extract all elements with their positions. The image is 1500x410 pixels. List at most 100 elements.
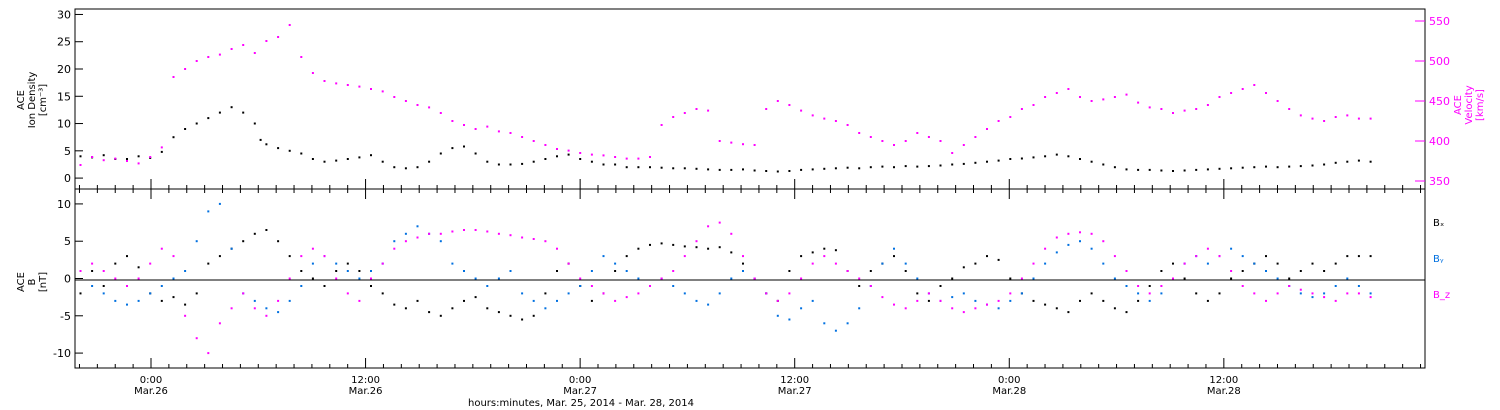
bz-series-point [277,299,280,302]
by-series-point [916,277,919,280]
x-tick-date: Mar.26 [134,386,168,397]
by-series-point [277,311,280,314]
ion-density-series-point [707,168,710,171]
bz-series-point [1276,292,1279,295]
velocity-series-point [393,96,396,98]
bx-series-point [695,246,698,249]
velocity-series-point [672,116,675,118]
bx-series-point [1230,277,1233,280]
bz-series-point [997,299,1000,302]
bx-series-point [265,229,268,231]
ion-density-series-point [904,165,907,168]
bx-series-point [1090,292,1093,295]
bz-series-point [962,311,965,314]
by-series-point [672,285,675,287]
by-series-point [370,270,372,272]
velocity-series-point [1311,117,1314,120]
bx-series-point [137,266,140,269]
bz-series-point [1241,285,1244,287]
y-tick-label-right: 350 [1429,175,1450,188]
velocity-series-point [265,40,268,42]
velocity-series-point [91,156,94,158]
velocity-series-point [1334,116,1337,118]
bz-series-point [579,277,582,280]
bx-series-point [707,247,710,250]
by-series-point [904,262,907,265]
ion-density-series-point [1230,167,1233,170]
velocity-series-point [300,56,303,58]
ion-density-series-point [474,152,477,155]
ion-density-series-point [1218,167,1221,170]
x-tick-date: Mar.26 [349,386,383,397]
by-series-point [556,299,558,302]
bz-series-point [834,262,837,265]
ion-density-series-point [695,167,698,170]
bz-series-point [1148,292,1151,295]
bottom-ylabel-line2: B [27,278,38,285]
ion-density-series-point [1020,157,1023,160]
bz-series-point [637,292,640,295]
bz-series-point [660,277,663,280]
by-series-point [637,277,640,280]
bx-series-point [997,258,1000,261]
bz-series-point [1253,292,1256,295]
bx-series-point [1102,299,1105,302]
bz-series-point [242,292,245,295]
by-series-point [91,285,94,287]
ion-density-series-point [637,166,640,169]
bx-series-point [823,247,826,250]
bx-series-point [346,262,349,265]
by-series-point [823,322,826,325]
velocity-series-point [579,152,582,154]
bz-series-point [521,236,524,239]
ion-density-series-point [451,147,454,150]
bz-series-point [1079,231,1081,234]
velocity-series-point [126,160,128,162]
ion-density-series-point [916,165,919,168]
bz-series-point [1009,292,1012,295]
top-left-y-axis: 0 5 10 15 20 25 30 [57,8,83,185]
bx-series-point [463,299,465,302]
bz-series-point [869,285,872,287]
bz-series-point [1299,288,1302,291]
velocity-series-point [497,130,500,133]
by-series-point [160,285,163,287]
bx-series-point [1369,255,1372,258]
by-series-point [544,307,547,310]
ion-density-series-point [126,158,128,160]
by-series-point [1276,277,1279,280]
velocity-series-point [451,120,454,122]
velocity-series-point [858,132,861,134]
x-tick-date: Mar.28 [1207,386,1241,397]
ion-density-series-point [939,164,942,167]
bz-series-point [1357,292,1360,295]
velocity-series-point [207,56,210,58]
top-left-ylabel-line2: Ion Density [27,72,38,129]
bx-series-point [986,255,988,258]
ion-density-series-point [881,165,884,168]
ion-density-series-point [1148,168,1151,171]
bx-series-point [1183,277,1186,280]
by-series-point [335,262,338,265]
velocity-series-point [1288,108,1291,110]
velocity-series-point [323,80,326,82]
velocity-series-point [184,68,187,70]
by-series-point [486,285,489,287]
top-left-ylabel-line3: [cm⁻³] [38,84,49,116]
velocity-series-point [1148,106,1151,109]
bx-series-point [951,277,954,280]
velocity-series-point [742,143,744,146]
bx-series-point [800,255,803,258]
bz-series-point [939,299,942,302]
velocity-series-point [1195,108,1198,110]
y-tick-label-right: 400 [1429,135,1450,148]
bz-series-point [788,292,791,295]
velocity-series-point [927,136,930,138]
bx-series-point [1148,285,1151,287]
bz-series-point [753,277,756,280]
ion-density-series-point [195,122,198,125]
bx-series-point [939,285,942,287]
bz-series-point [114,277,117,280]
bz-series-point [230,307,233,310]
